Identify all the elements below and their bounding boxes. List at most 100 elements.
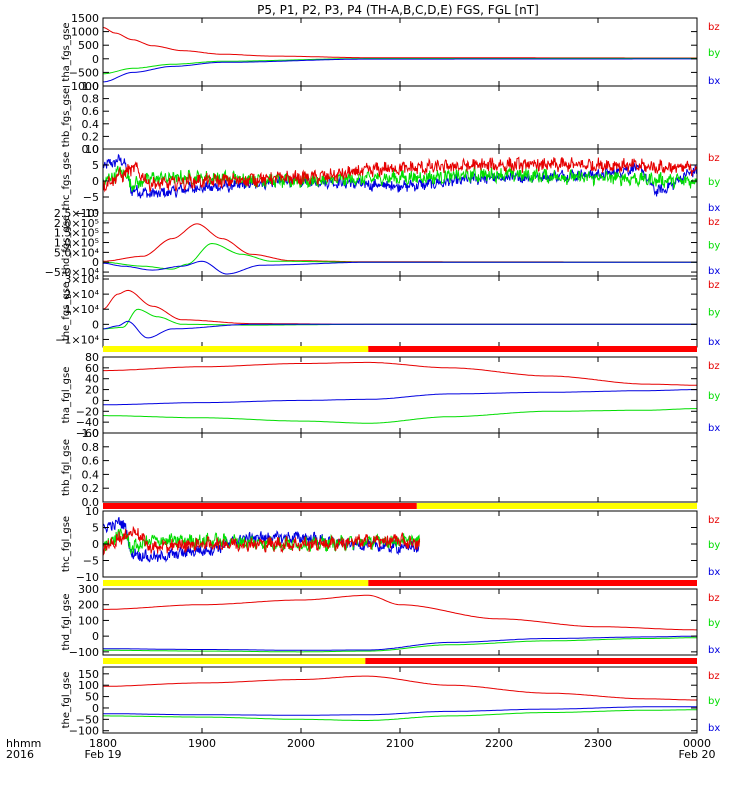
legend-label-by: by [708, 696, 720, 707]
y-tick-label: 0 [92, 175, 99, 188]
legend-label-bz: bz [708, 593, 720, 604]
y-tick-label: 500 [78, 39, 99, 52]
series-line-by [103, 308, 697, 330]
x-tick-label: 2200 [485, 737, 513, 750]
mode-bar-segment [103, 346, 369, 352]
y-tick-label: 10 [85, 505, 99, 518]
y-tick-label: 0.4 [82, 468, 100, 481]
y-tick-label: 0.2 [82, 130, 100, 143]
y-tick-label: 0 [92, 630, 99, 643]
y-tick-label: 80 [85, 351, 99, 364]
series-line-bz [103, 223, 697, 263]
legend-label-by: by [708, 48, 720, 59]
y-tick-label: 0.0 [82, 143, 100, 156]
y-tick-label: −5.0×10⁴ [45, 266, 100, 279]
y-tick-label: −100 [69, 646, 99, 659]
legend-label-bz: bz [708, 515, 720, 526]
y-tick-label: −40 [76, 416, 99, 429]
panel-thb_fgl_gse: 1.00.80.60.40.20.0 thb_fgl_gse [61, 427, 698, 509]
series-group [103, 517, 421, 563]
y-tick-label: 1×10⁴ [64, 303, 99, 316]
y-tick-label: −500 [69, 66, 99, 79]
y-axis-label: the_fgs_gse [61, 282, 72, 341]
series-line-bz [103, 289, 697, 325]
legend-label-bx: bx [708, 423, 720, 434]
series-line-by [103, 242, 697, 270]
mode-bar-segment [416, 503, 697, 509]
series-line-by [103, 528, 421, 555]
series-group [103, 153, 697, 199]
y-axis-label: thc_fgl_gse [61, 516, 72, 572]
series-line-bz [103, 525, 421, 557]
panel-frame [102, 588, 698, 656]
y-tick-label: 2.5×10⁵ [54, 207, 99, 220]
y-tick-label: −20 [76, 405, 99, 418]
y-tick-label: −10 [76, 207, 99, 220]
y-tick-label: 150 [78, 668, 99, 681]
y-tick-label: 3×10⁴ [64, 273, 99, 286]
y-axis-label: thc_fgs_gse [61, 152, 72, 211]
x-row-label: hhmm [6, 737, 41, 750]
x-tick-label: 0000 [683, 737, 711, 750]
y-tick-label: 0 [92, 318, 99, 331]
mode-bar-segment [365, 658, 697, 664]
y-axis-label: thb_fgl_gse [61, 439, 72, 496]
y-tick-label: 5.0×10⁴ [54, 246, 100, 259]
series-line-bz [103, 156, 697, 193]
legend-label-bx: bx [708, 203, 720, 214]
y-axis-label: thb_fgs_gse [61, 88, 72, 147]
x-tick-label: 2000 [287, 737, 315, 750]
y-tick-label: −60 [76, 427, 99, 440]
legend-label-bx: bx [708, 266, 720, 277]
y-tick-label: 0 [92, 702, 99, 715]
y-tick-label: 100 [78, 614, 99, 627]
y-tick-label: −50 [76, 713, 99, 726]
y-tick-label: 1.5×10⁵ [54, 227, 99, 240]
chart-title: P5, P1, P2, P3, P4 (TH-A,B,C,D,E) FGS, F… [257, 3, 539, 17]
series-line-by [103, 709, 697, 721]
panel-thd_fgs_gse: 2.5×10⁵2.0×10⁵1.5×10⁵1.0×10⁵5.0×10⁴0−5.0… [45, 207, 721, 279]
legend-label-bx: bx [708, 723, 720, 734]
y-tick-label: 300 [78, 583, 99, 596]
series-line-bz [103, 27, 697, 59]
legend-label-by: by [708, 618, 720, 629]
y-tick-label: −5 [83, 555, 99, 568]
series-group [103, 675, 697, 721]
y-tick-label: 1.0 [82, 427, 100, 440]
y-tick-label: 1.0 [82, 80, 100, 93]
mode-bar-segment [103, 658, 366, 664]
mode-bar-segment [368, 346, 697, 352]
y-tick-label: 2×10⁴ [64, 288, 99, 301]
panel-frame [102, 432, 698, 503]
legend-label-by: by [708, 391, 720, 402]
y-tick-label: 1500 [71, 12, 99, 25]
y-tick-label: 0.2 [82, 482, 100, 495]
x-tick-label: Feb 19 [85, 748, 122, 761]
y-tick-label: 1000 [71, 26, 99, 39]
y-tick-label: 1.0×10⁵ [54, 237, 99, 250]
series-line-bx [103, 320, 697, 339]
series-group [103, 289, 697, 339]
panel-frame [102, 356, 698, 434]
y-tick-label: −5 [83, 191, 99, 204]
x-tick-label: 1800 [89, 737, 117, 750]
y-tick-label: −100 [69, 725, 99, 738]
x-row-label: 2016 [6, 748, 34, 761]
legend-label-bz: bz [708, 671, 720, 682]
y-tick-label: 10 [85, 143, 99, 156]
y-tick-label: 100 [78, 679, 99, 692]
x-tick-label: 1900 [188, 737, 216, 750]
y-axis-label: thd_fgs_gse [61, 215, 72, 274]
y-tick-label: 20 [85, 384, 99, 397]
series-line-bx [103, 153, 697, 199]
series-line-bz [103, 594, 697, 631]
panel-frame [102, 666, 698, 734]
y-tick-label: 0 [92, 53, 99, 66]
legend-label-by: by [708, 540, 720, 551]
y-axis-label: the_fgl_gse [61, 672, 72, 729]
y-axis-label: tha_fgl_gse [61, 367, 72, 424]
